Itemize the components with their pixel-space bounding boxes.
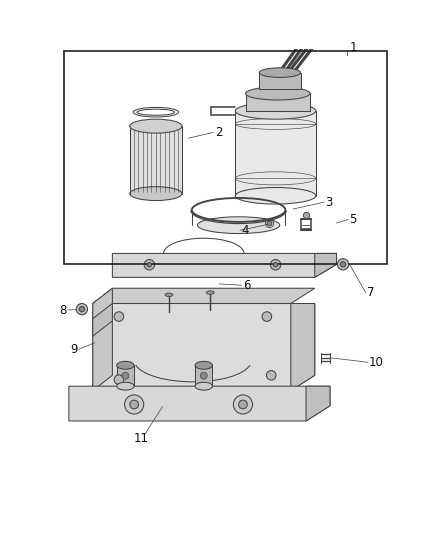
Ellipse shape (130, 119, 182, 133)
Circle shape (266, 370, 276, 380)
Ellipse shape (246, 87, 310, 100)
Circle shape (147, 263, 152, 267)
Ellipse shape (195, 382, 212, 390)
Text: 9: 9 (70, 343, 78, 356)
Circle shape (270, 260, 281, 270)
Circle shape (233, 395, 253, 414)
Polygon shape (315, 254, 336, 277)
Circle shape (337, 259, 349, 270)
Circle shape (239, 400, 247, 409)
Ellipse shape (235, 188, 316, 204)
Polygon shape (93, 288, 315, 303)
Ellipse shape (198, 217, 280, 233)
Polygon shape (69, 386, 330, 421)
Text: 7: 7 (367, 286, 374, 299)
Text: 8: 8 (59, 303, 67, 317)
Polygon shape (291, 303, 315, 391)
Ellipse shape (165, 293, 173, 296)
Circle shape (130, 400, 138, 409)
Text: 2: 2 (215, 126, 222, 139)
Text: 3: 3 (325, 196, 333, 208)
Circle shape (76, 303, 88, 315)
Ellipse shape (117, 382, 134, 390)
Circle shape (200, 372, 207, 379)
Circle shape (114, 375, 124, 384)
Polygon shape (113, 254, 336, 277)
Text: 4: 4 (242, 224, 249, 237)
Ellipse shape (117, 361, 134, 369)
Circle shape (144, 260, 155, 270)
Text: 5: 5 (350, 213, 357, 226)
Polygon shape (93, 303, 315, 391)
Bar (130, 126, 182, 193)
Text: 1: 1 (350, 41, 357, 54)
Ellipse shape (206, 291, 214, 294)
Polygon shape (93, 303, 113, 336)
Circle shape (340, 262, 346, 267)
Bar (64, 51, 387, 264)
Text: 10: 10 (369, 356, 384, 369)
Circle shape (79, 306, 85, 312)
Bar (259, 72, 300, 89)
Ellipse shape (195, 361, 212, 369)
Circle shape (124, 395, 144, 414)
Ellipse shape (259, 68, 300, 77)
Circle shape (273, 263, 278, 267)
Circle shape (122, 372, 129, 379)
Circle shape (262, 312, 272, 321)
Text: 6: 6 (243, 279, 251, 292)
Ellipse shape (130, 187, 182, 200)
Bar (235, 111, 316, 196)
Bar (246, 93, 310, 111)
Polygon shape (93, 288, 113, 391)
Ellipse shape (235, 103, 316, 119)
Circle shape (114, 312, 124, 321)
Text: 11: 11 (134, 432, 149, 445)
Bar (117, 365, 134, 386)
Bar (195, 365, 212, 386)
Polygon shape (306, 386, 330, 421)
